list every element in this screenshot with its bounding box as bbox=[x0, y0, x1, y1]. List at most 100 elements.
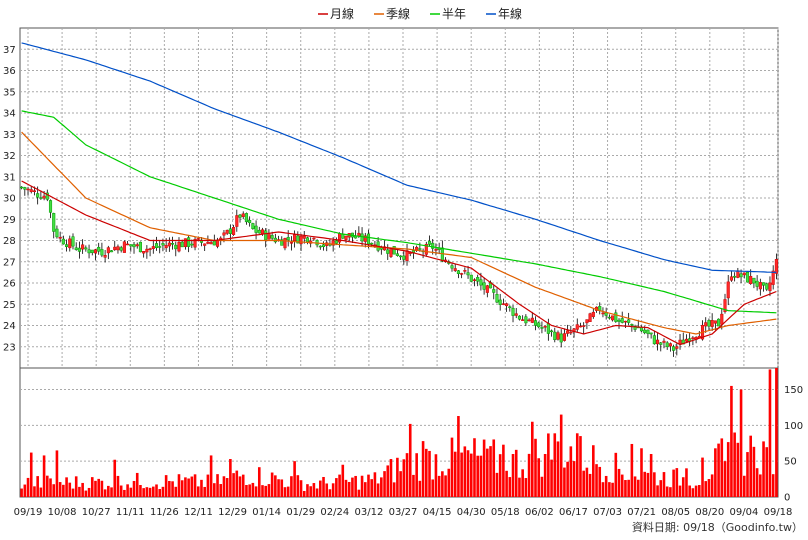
candle-body-127 bbox=[427, 240, 432, 245]
candle-body-224 bbox=[739, 273, 743, 278]
volume-bar-46 bbox=[168, 480, 171, 497]
volume-bar-69 bbox=[241, 474, 245, 497]
candle-body-201 bbox=[665, 342, 669, 348]
volume-bar-59 bbox=[209, 455, 213, 497]
volume-bar-120 bbox=[405, 453, 409, 497]
volume-bar-74 bbox=[257, 467, 261, 497]
volume-bar-41 bbox=[151, 486, 155, 497]
volume-bar-92 bbox=[315, 488, 319, 497]
candle-body-28 bbox=[109, 250, 114, 253]
volume-bar-150 bbox=[502, 444, 505, 497]
candle-body-63 bbox=[222, 232, 226, 236]
volume-bar-17 bbox=[74, 476, 78, 497]
volume-bar-71 bbox=[248, 484, 251, 497]
volume-bar-198 bbox=[656, 485, 659, 497]
candle-body-154 bbox=[514, 313, 518, 316]
volume-bar-162 bbox=[540, 476, 544, 497]
volume-bar-224 bbox=[739, 389, 743, 497]
volume-bar-32 bbox=[123, 489, 126, 497]
candle-body-184 bbox=[611, 315, 615, 321]
x-tick-7: 01/14 bbox=[252, 507, 281, 518]
candle-body-58 bbox=[206, 241, 210, 244]
volume-bar-156 bbox=[521, 469, 524, 497]
candle-body-131 bbox=[440, 247, 444, 262]
candle-body-61 bbox=[215, 240, 220, 247]
candle-body-220 bbox=[726, 281, 730, 299]
candle-body-159 bbox=[530, 317, 534, 323]
candle-body-59 bbox=[209, 242, 213, 245]
x-tick-4: 11/26 bbox=[150, 507, 179, 518]
volume-bar-90 bbox=[309, 486, 312, 497]
volume-bar-104 bbox=[354, 475, 357, 497]
volume-bar-197 bbox=[653, 472, 656, 497]
candle-body-229 bbox=[755, 280, 759, 287]
x-tick-3: 11/11 bbox=[116, 507, 145, 518]
volume-bar-195 bbox=[646, 472, 650, 497]
volume-bar-208 bbox=[688, 485, 691, 497]
volume-bar-118 bbox=[399, 471, 402, 497]
volume-bar-233 bbox=[768, 369, 772, 497]
candle-body-40 bbox=[148, 248, 152, 250]
candle-body-124 bbox=[418, 248, 422, 250]
volume-bar-177 bbox=[588, 473, 592, 497]
volume-bar-207 bbox=[685, 468, 688, 497]
volume-bar-48 bbox=[174, 486, 178, 497]
volume-bar-164 bbox=[547, 433, 550, 497]
volume-bar-220 bbox=[726, 442, 730, 497]
volume-bar-0 bbox=[20, 488, 23, 497]
candle-body-216 bbox=[713, 320, 717, 324]
volume-bar-226 bbox=[746, 452, 749, 497]
volume-tick-100: 100 bbox=[784, 421, 803, 432]
volume-bar-137 bbox=[460, 452, 463, 497]
volume-bar-39 bbox=[145, 487, 149, 497]
volume-bar-234 bbox=[771, 474, 775, 497]
price-tick-24: 24 bbox=[3, 321, 16, 332]
candle-body-94 bbox=[321, 244, 326, 247]
candle-body-30 bbox=[116, 246, 120, 251]
volume-bar-106 bbox=[360, 475, 364, 497]
volume-bar-168 bbox=[559, 414, 563, 497]
candle-body-167 bbox=[556, 332, 560, 340]
volume-bar-51 bbox=[184, 477, 187, 497]
volume-bar-103 bbox=[351, 477, 354, 497]
volume-bar-199 bbox=[659, 480, 663, 497]
volume-bar-44 bbox=[161, 486, 165, 497]
candle-body-108 bbox=[366, 233, 371, 245]
x-tick-13: 04/30 bbox=[457, 507, 486, 518]
candle-body-175 bbox=[582, 325, 586, 327]
candle-body-69 bbox=[241, 213, 245, 217]
candle-body-166 bbox=[553, 331, 557, 341]
legend-label-0: 月線 bbox=[330, 6, 354, 21]
volume-bar-3 bbox=[29, 452, 33, 497]
candle-body-149 bbox=[498, 299, 502, 305]
candle-body-5 bbox=[36, 193, 40, 198]
volume-bar-132 bbox=[444, 475, 447, 497]
candle-body-178 bbox=[591, 311, 595, 317]
candle-body-194 bbox=[643, 329, 647, 334]
volume-bar-218 bbox=[720, 438, 724, 497]
volume-bar-13 bbox=[62, 484, 65, 497]
candle-body-174 bbox=[578, 325, 583, 328]
volume-bar-175 bbox=[582, 470, 585, 497]
x-tick-15: 06/02 bbox=[525, 507, 554, 518]
candle-body-218 bbox=[720, 313, 724, 325]
volume-bar-6 bbox=[39, 487, 43, 497]
price-tick-35: 35 bbox=[3, 87, 16, 98]
volume-bar-26 bbox=[103, 489, 107, 497]
candle-body-138 bbox=[463, 270, 467, 272]
candle-body-162 bbox=[540, 327, 544, 329]
volume-bar-109 bbox=[370, 479, 373, 497]
price-tick-26: 26 bbox=[3, 279, 16, 290]
candle-body-98 bbox=[334, 240, 338, 244]
candle-body-57 bbox=[203, 243, 207, 246]
candle-body-10 bbox=[52, 213, 56, 232]
volume-bar-15 bbox=[68, 482, 72, 497]
volume-bar-176 bbox=[585, 467, 589, 497]
volume-bar-76 bbox=[264, 485, 268, 497]
volume-bar-112 bbox=[380, 477, 383, 497]
candle-body-89 bbox=[305, 237, 310, 243]
candle-body-38 bbox=[142, 251, 146, 254]
price-tick-34: 34 bbox=[3, 109, 16, 120]
candle-body-144 bbox=[482, 282, 486, 290]
volume-bar-8 bbox=[46, 475, 49, 497]
